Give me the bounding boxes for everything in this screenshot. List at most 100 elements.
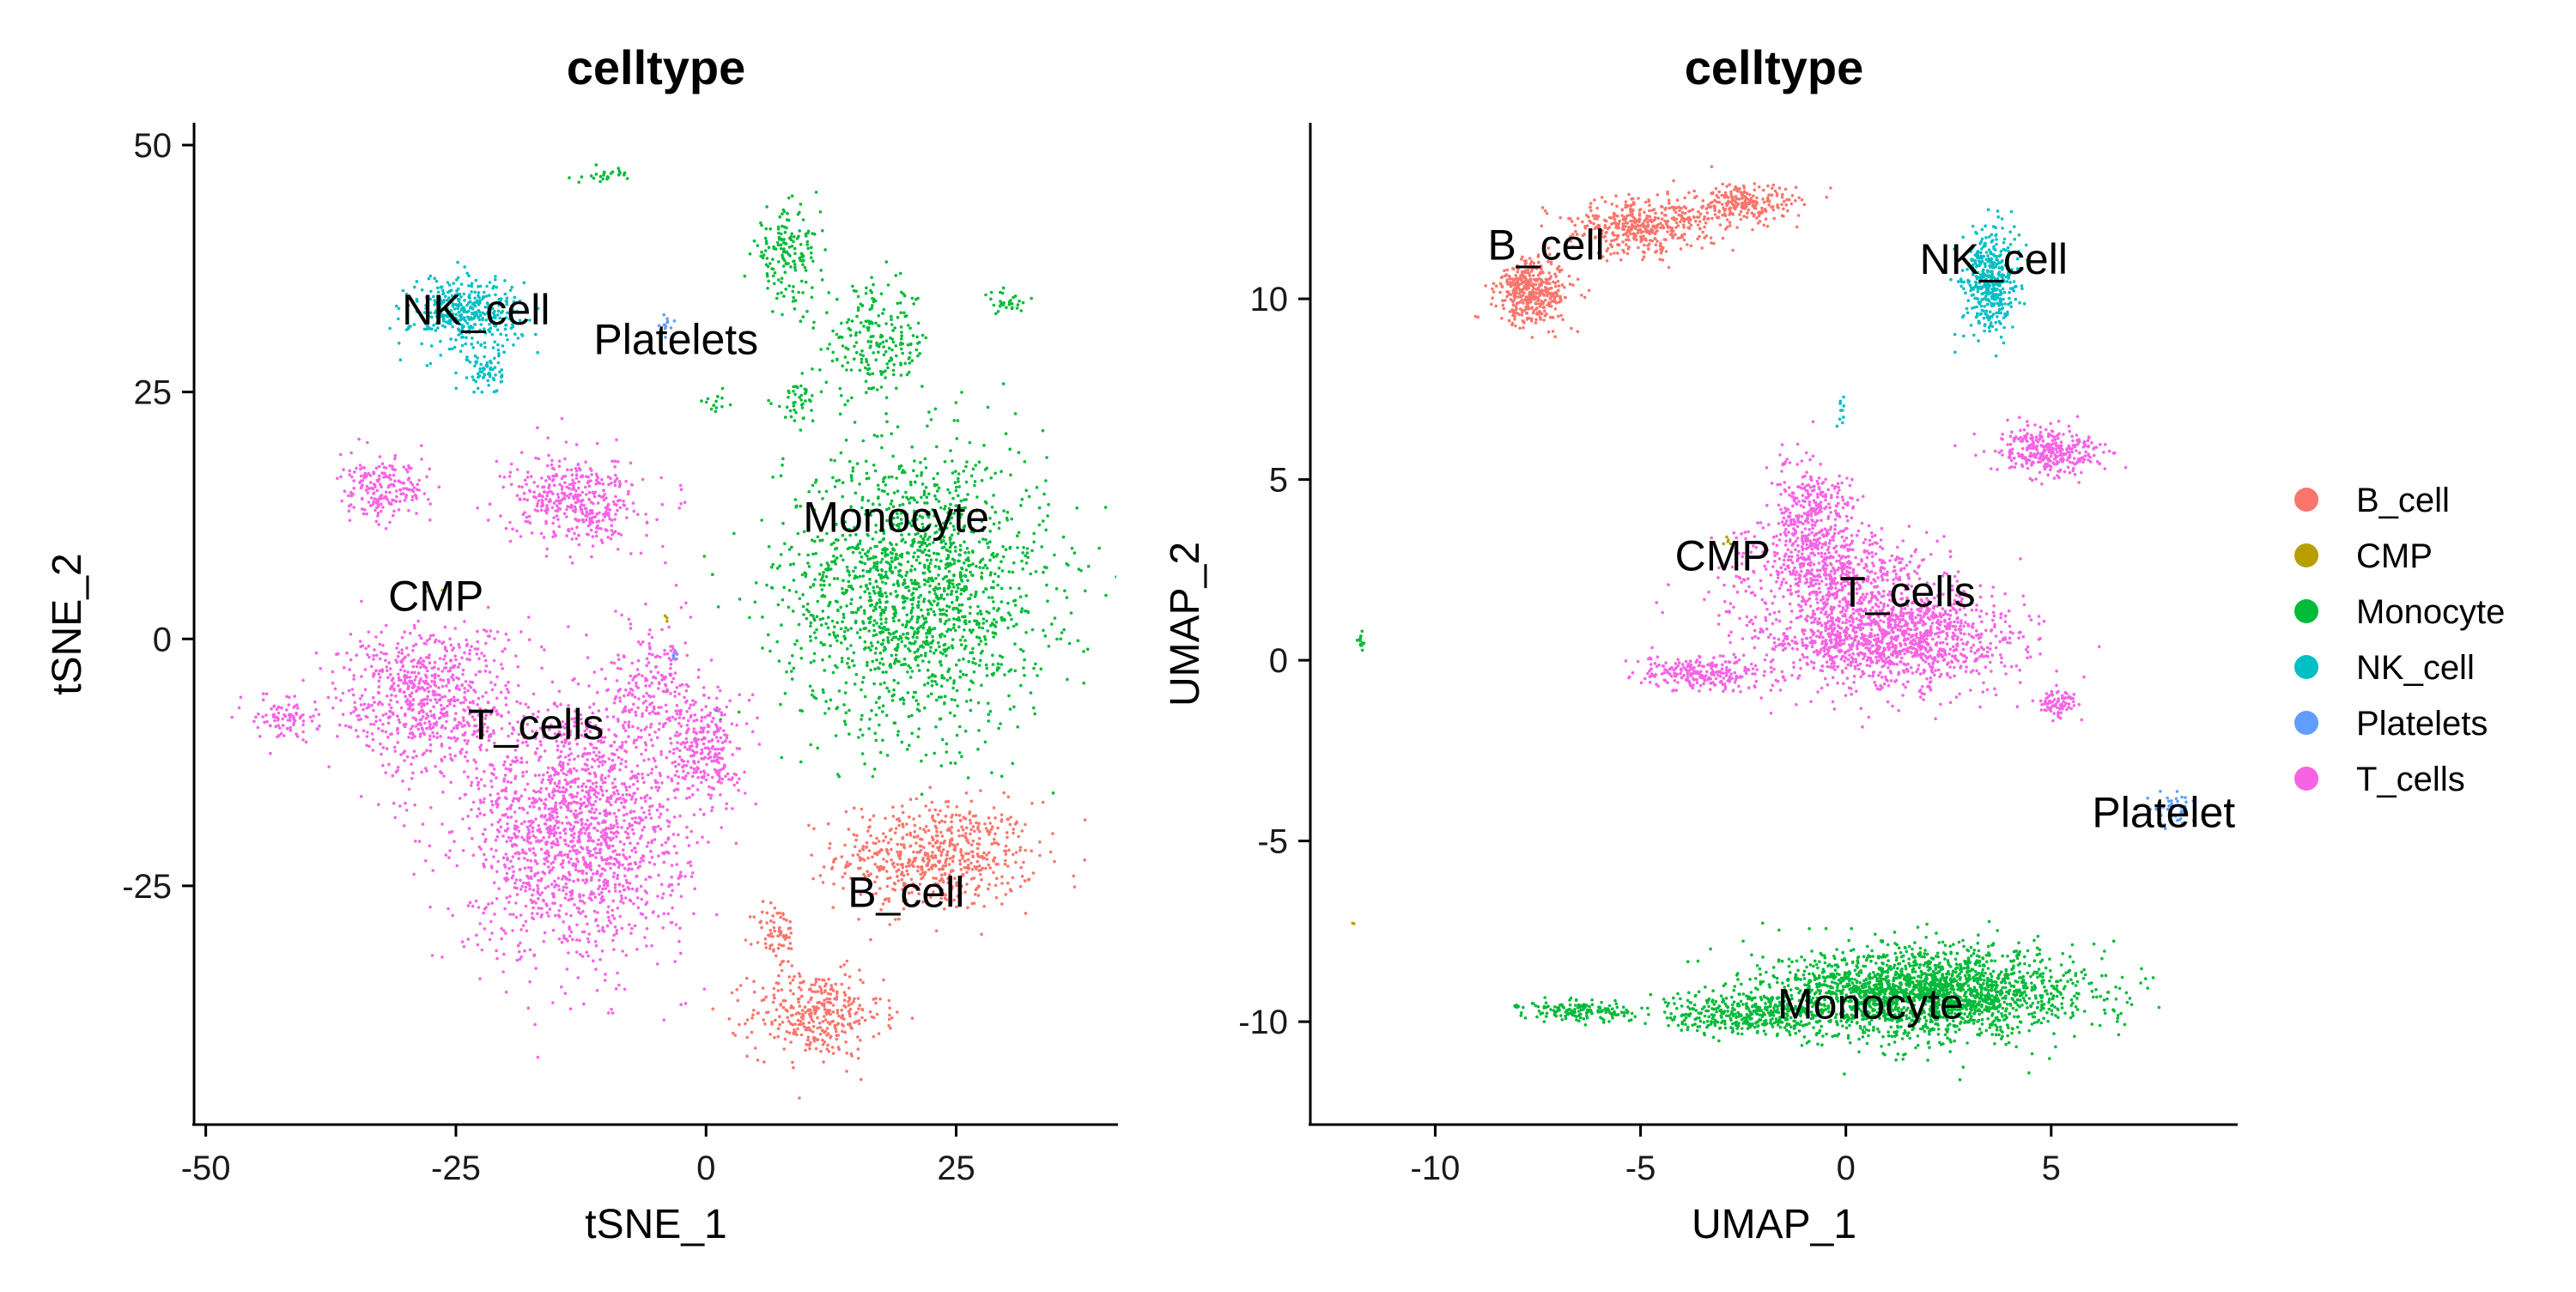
tsne-point [835, 479, 838, 482]
tsne-point [532, 805, 536, 809]
tsne-point [439, 339, 442, 343]
tsne-point [811, 990, 814, 993]
tsne-point [874, 892, 878, 895]
tsne-point [884, 617, 888, 621]
tsne-point [612, 933, 616, 937]
tsne-point [927, 628, 930, 632]
tsne-point [881, 370, 885, 374]
tsne-point [551, 1001, 555, 1004]
tsne-point [892, 721, 896, 725]
tsne-point [603, 760, 607, 764]
tsne-point [963, 639, 967, 642]
tsne-point [878, 369, 883, 373]
tsne-point [593, 799, 598, 804]
tsne-point [918, 585, 921, 589]
tsne-point [594, 943, 598, 948]
tsne-point [505, 300, 509, 304]
tsne-point [618, 840, 623, 844]
tsne-point [985, 674, 989, 677]
tsne-point [962, 470, 966, 473]
tsne-point [914, 699, 919, 702]
tsne-point [566, 852, 570, 857]
tsne-point [538, 893, 542, 897]
tsne-point [841, 494, 844, 499]
tsne-point [874, 997, 878, 1000]
tsne-point [799, 657, 804, 660]
tsne-point [962, 873, 965, 877]
tsne-point [462, 306, 465, 310]
tsne-point [533, 853, 538, 857]
tsne-point [926, 424, 929, 428]
tsne-point [908, 798, 913, 801]
tsne-point [960, 567, 964, 571]
tsne-point [830, 506, 834, 510]
tsne-point [744, 938, 748, 942]
tsne-point [841, 875, 845, 879]
tsne-point [1009, 473, 1012, 476]
tsne-point [964, 587, 968, 591]
tsne-point [962, 587, 966, 591]
tsne-point [891, 523, 896, 526]
tsne-point [598, 893, 601, 896]
tsne-point [432, 294, 435, 299]
tsne-point [816, 599, 820, 604]
tsne-point [859, 539, 862, 543]
tsne-point [962, 561, 966, 565]
tsne-point [860, 495, 865, 500]
tsne-point [916, 321, 920, 325]
tsne-point [630, 849, 634, 852]
tsne-point [501, 813, 505, 817]
tsne-point [909, 579, 914, 582]
tsne-point [406, 294, 410, 298]
tsne-point [605, 910, 610, 914]
tsne-point [866, 660, 869, 664]
tsne-point [966, 776, 970, 779]
tsne-point [580, 955, 585, 958]
tsne-point [513, 810, 517, 814]
tsne-point [553, 832, 556, 835]
tsne-point [858, 849, 862, 852]
tsne-point [519, 928, 523, 931]
tsne-point [978, 864, 981, 868]
tsne-point [884, 396, 889, 400]
tsne-point [944, 893, 947, 897]
tsne-point [856, 294, 860, 299]
tsne-point [788, 919, 792, 924]
tsne-point [524, 919, 528, 924]
tsne-point [858, 635, 862, 640]
tsne-point [937, 552, 940, 556]
tsne-point [811, 584, 816, 587]
tsne-point [893, 889, 897, 892]
tsne-point [809, 621, 813, 625]
tsne-point [756, 1011, 760, 1015]
tsne-point [761, 900, 765, 903]
tsne-point [908, 641, 912, 645]
tsne-point [828, 583, 831, 586]
tsne-point [868, 1010, 872, 1014]
tsne-point [901, 623, 904, 627]
tsne-point [909, 626, 913, 629]
tsne-point [479, 362, 483, 367]
tsne-point [516, 943, 520, 948]
tsne-point [566, 711, 570, 714]
tsne-point [536, 306, 540, 311]
tsne-point [878, 586, 882, 591]
tsne-point [969, 818, 972, 822]
tsne-point [969, 605, 972, 610]
tsne-point [821, 688, 825, 692]
tsne-point [944, 861, 947, 864]
tsne-point [765, 911, 769, 915]
tsne-point [492, 881, 496, 884]
tsne-point [848, 573, 852, 577]
tsne-point [927, 549, 931, 553]
tsne-point [493, 313, 496, 318]
tsne-point [556, 820, 561, 824]
tsne-point [1070, 546, 1074, 550]
tsne-point [878, 529, 883, 532]
tsne-point [958, 862, 963, 866]
tsne-point [613, 883, 617, 887]
tsne-point [618, 889, 622, 894]
tsne-point [927, 841, 931, 845]
tsne-point [661, 804, 665, 809]
tsne-point [885, 884, 890, 889]
